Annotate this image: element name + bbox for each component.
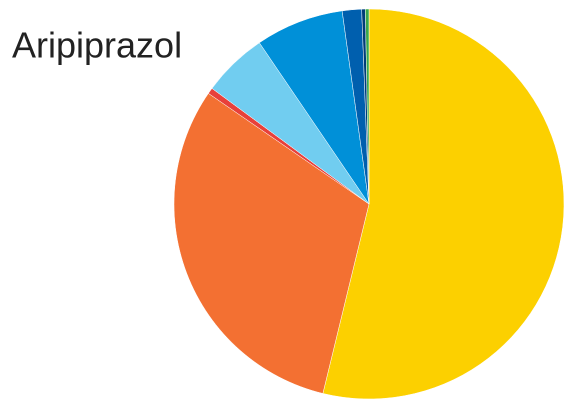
pie-slice — [322, 8, 565, 400]
pie-slice — [173, 93, 370, 394]
chart-title: Aripiprazol — [12, 25, 182, 66]
pie-slice — [365, 8, 370, 205]
